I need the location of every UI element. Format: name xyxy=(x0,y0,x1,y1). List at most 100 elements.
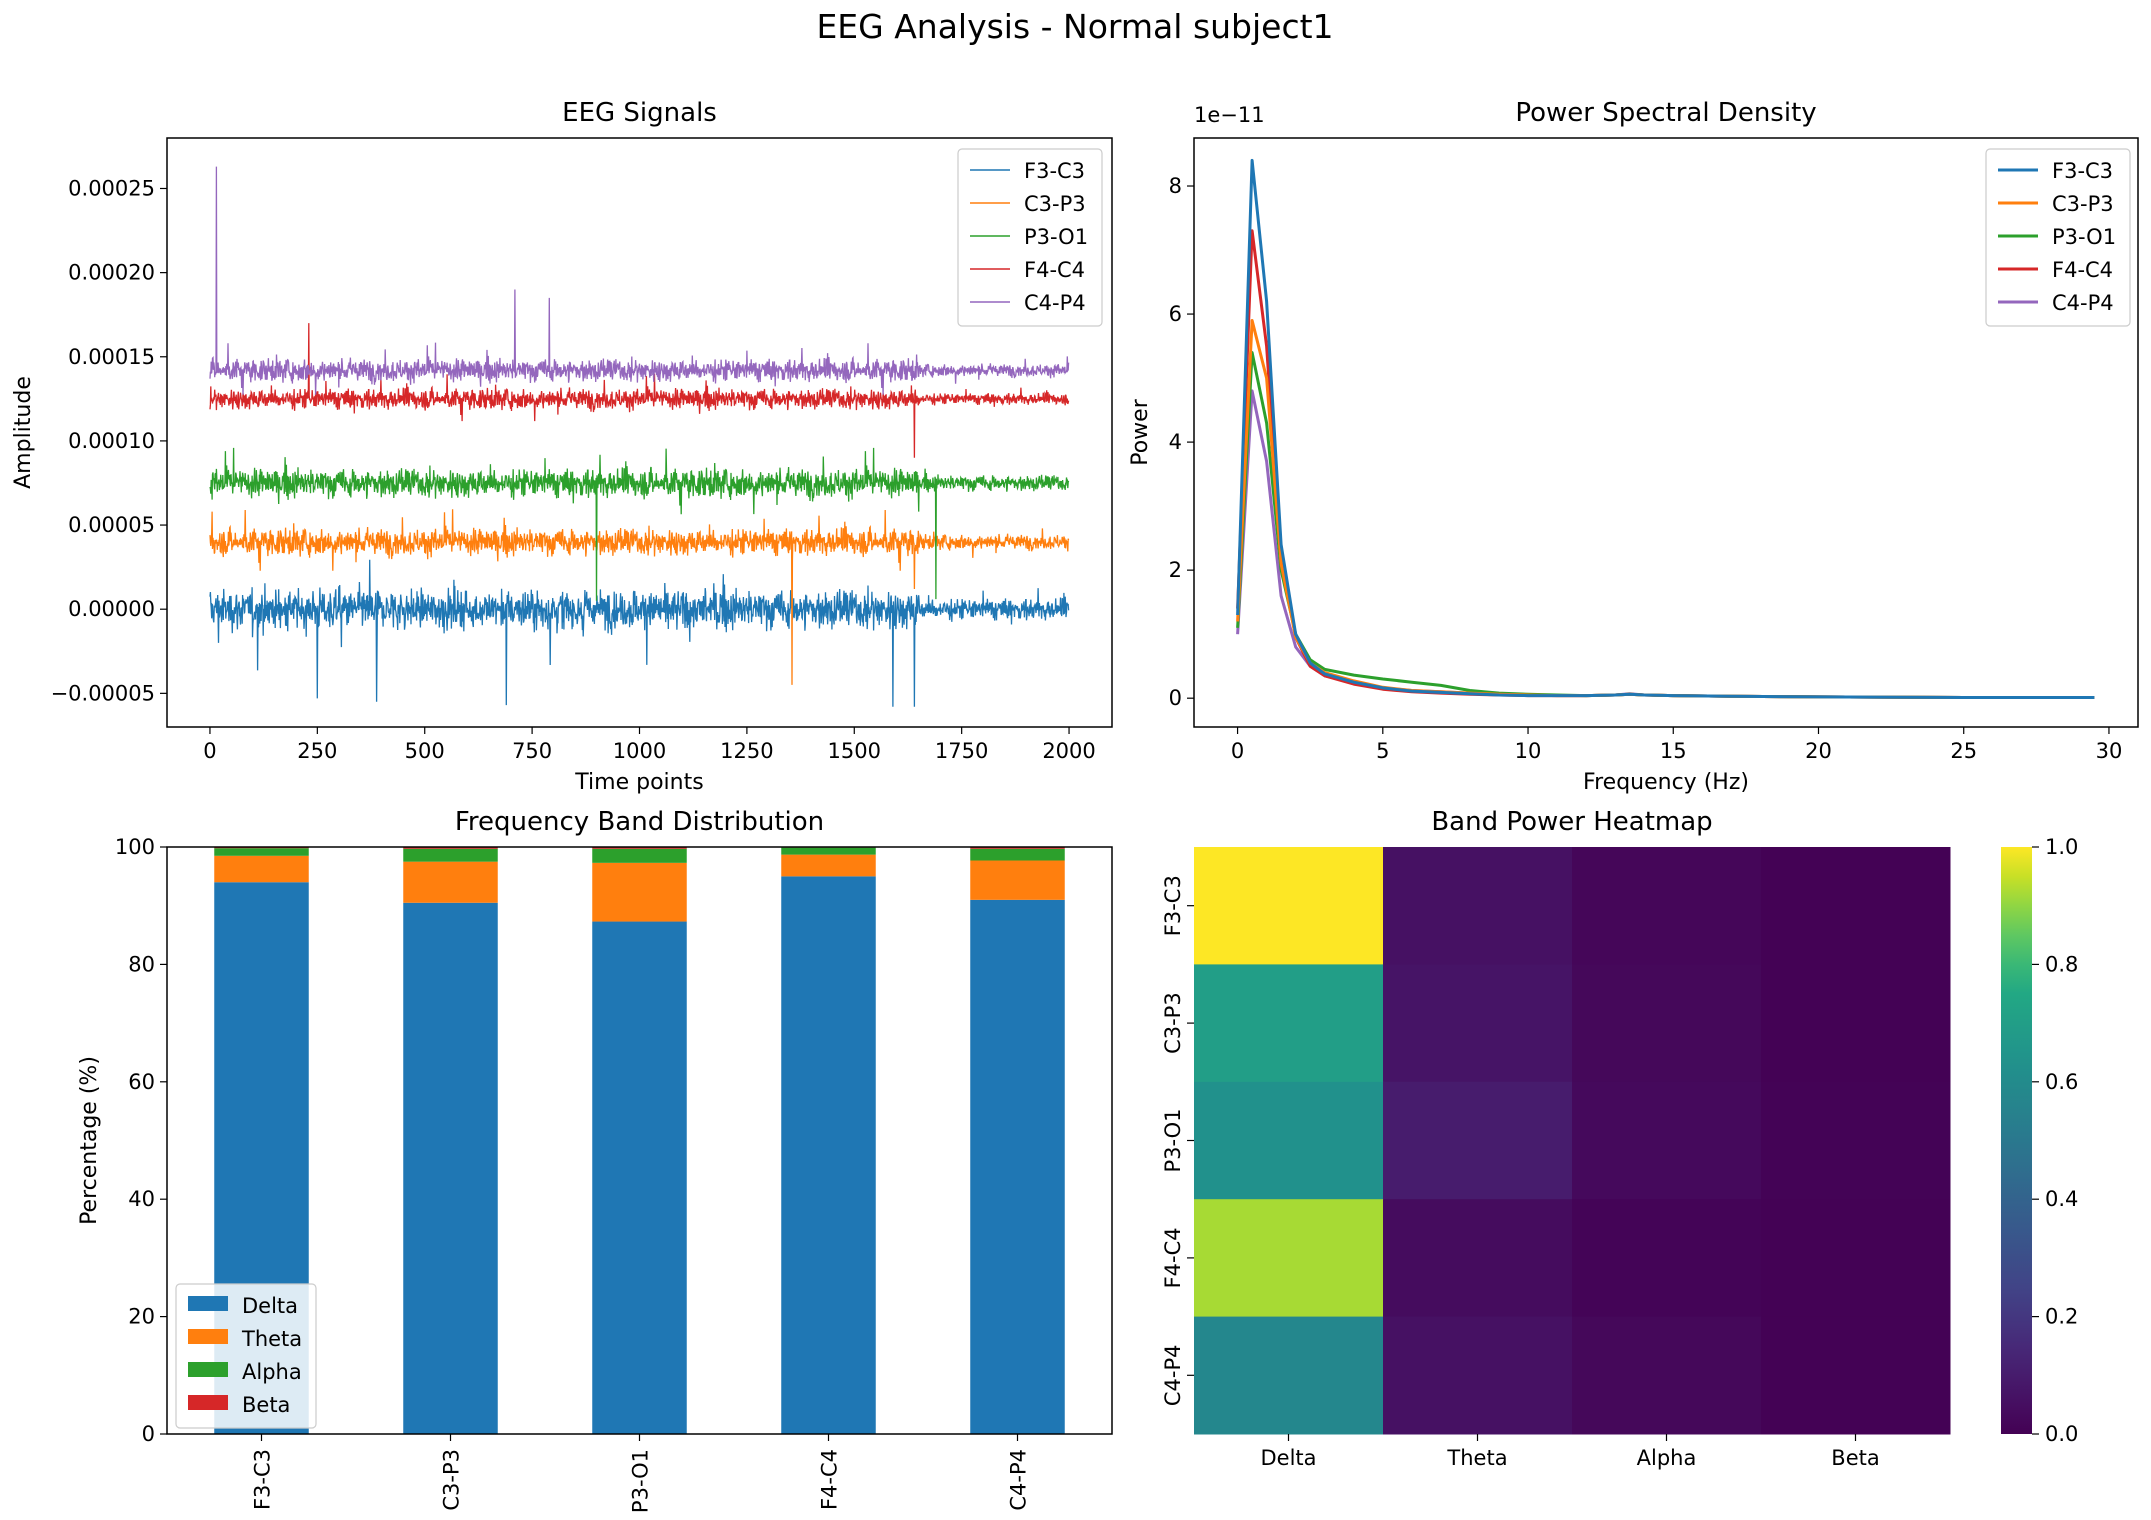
y-axis-label: Power xyxy=(1128,398,1153,465)
y-category-label: C3-P3 xyxy=(1161,992,1185,1054)
eeg-series-c4-p4 xyxy=(209,166,1070,395)
x-category-label: C3-P3 xyxy=(440,1449,464,1511)
legend-label: C3-P3 xyxy=(2052,192,2114,216)
colorbar-tick-label: 1.0 xyxy=(2045,835,2078,859)
heatmap-cell-c3-p3-delta xyxy=(1194,964,1384,1083)
colorbar-tick-label: 0.6 xyxy=(2045,1070,2078,1094)
x-tick-label: 0 xyxy=(1231,739,1244,763)
x-tick-label: 30 xyxy=(2096,739,2123,763)
y-tick-label: 60 xyxy=(128,1070,155,1094)
x-category-label: Theta xyxy=(1446,1446,1507,1470)
eeg-series-f4-c4 xyxy=(209,323,1070,458)
eeg-series-c3-p3 xyxy=(209,509,1070,685)
heatmap-cell-f3-c3-alpha xyxy=(1572,847,1762,965)
y-category-label: P3-O1 xyxy=(1161,1108,1185,1172)
heatmap-cell-c3-p3-alpha xyxy=(1572,964,1762,1083)
heatmap-cell-c3-p3-beta xyxy=(1761,964,1951,1083)
x-category-label: Delta xyxy=(1260,1446,1316,1470)
x-axis-label: Time points xyxy=(574,770,703,795)
legend-label: P3-O1 xyxy=(2052,225,2116,249)
band-distribution-panel: F3-C3 C3-P3 P3-O1 F4-C4 C4-P4 Frequency Band … xyxy=(77,807,1113,1513)
x-category-label: Alpha xyxy=(1637,1446,1697,1470)
x-tick-label: 15 xyxy=(1660,739,1687,763)
x-category-label: F4-C4 xyxy=(818,1449,842,1510)
panel-title: Band Power Heatmap xyxy=(1431,807,1712,837)
y-tick-label: 0.00015 xyxy=(68,345,155,369)
x-tick-label: 5 xyxy=(1376,739,1389,763)
heatmap-cell-f4-c4-beta xyxy=(1761,1199,1951,1318)
figure-title: EEG Analysis - Normal subject1 xyxy=(816,7,1333,46)
y-tick-label: 4 xyxy=(1169,430,1182,454)
x-tick-label: 10 xyxy=(1515,739,1542,763)
y-tick-label: 100 xyxy=(115,835,155,859)
bar-beta-p3-o1 xyxy=(592,847,687,849)
y-tick-label: 0.00000 xyxy=(68,597,155,621)
heatmap-cell-p3-o1-beta xyxy=(1761,1081,1951,1200)
legend-swatch xyxy=(188,1395,228,1410)
y-category-label: C4-P4 xyxy=(1161,1344,1185,1406)
psd-series-f4-c4 xyxy=(1236,229,2095,699)
x-tick-label: 0 xyxy=(203,739,216,763)
heatmap-cell-f3-c3-theta xyxy=(1383,847,1573,965)
legend-label: Beta xyxy=(242,1393,290,1417)
psd-series-c3-p3 xyxy=(1236,319,2095,699)
x-tick-label: 750 xyxy=(512,739,552,763)
heatmap-cell-f4-c4-delta xyxy=(1194,1199,1384,1318)
x-category-label: F3-C3 xyxy=(251,1449,275,1510)
panel-title: Power Spectral Density xyxy=(1515,98,1816,128)
axes-frame xyxy=(1193,137,2139,728)
bar-delta-f4-c4 xyxy=(781,876,876,1434)
heatmap-cell-c3-p3-theta xyxy=(1383,964,1573,1083)
x-tick-label: 25 xyxy=(1950,739,1977,763)
bar-beta-c4-p4 xyxy=(970,847,1065,849)
eeg-series-p3-o1 xyxy=(209,447,1070,601)
x-tick-label: 2000 xyxy=(1042,739,1095,763)
y-tick-label: 20 xyxy=(128,1305,155,1329)
bar-theta-p3-o1 xyxy=(592,862,687,922)
legend-swatch xyxy=(188,1362,228,1377)
heatmap-panel: Band Power Heatmap Delta Theta Alpha Beta F3-… xyxy=(1161,807,2078,1470)
bar-delta-c4-p4 xyxy=(970,899,1065,1434)
y-category-label: F3-C3 xyxy=(1161,875,1185,936)
heatmap-cell-f3-c3-delta xyxy=(1194,847,1384,965)
legend-box xyxy=(175,1283,317,1429)
bar-alpha-p3-o1 xyxy=(592,848,687,863)
x-tick-label: 1750 xyxy=(935,739,988,763)
bar-alpha-f4-c4 xyxy=(781,847,876,855)
bar-alpha-f3-c3 xyxy=(214,848,309,856)
heatmap-cell-p3-o1-delta xyxy=(1194,1081,1384,1200)
legend-label: C4-P4 xyxy=(2052,291,2114,315)
x-axis-label: Frequency (Hz) xyxy=(1583,770,1749,795)
heatmap-cell-p3-o1-theta xyxy=(1383,1081,1573,1200)
legend-label: F4-C4 xyxy=(1024,258,1085,282)
x-tick-label: 1250 xyxy=(720,739,773,763)
x-category-label: P3-O1 xyxy=(629,1449,653,1513)
bar-beta-c3-p3 xyxy=(403,847,498,849)
eeg-signals-panel: EEG Signals 0 250 500 750 1000 1250 1500 1750 200… xyxy=(11,98,1113,795)
heatmap-cell-f4-c4-theta xyxy=(1383,1199,1573,1318)
y-tick-label: 0.00010 xyxy=(68,429,155,453)
heatmap-cell-c4-p4-alpha xyxy=(1572,1316,1762,1435)
x-tick-label: 250 xyxy=(297,739,337,763)
bar-theta-c4-p4 xyxy=(970,860,1065,900)
legend-label: F3-C3 xyxy=(2052,159,2113,183)
axes-frame xyxy=(166,846,1113,1435)
legend-label: Delta xyxy=(242,1294,298,1318)
y-axis-label: Amplitude xyxy=(11,376,36,489)
x-category-label: C4-P4 xyxy=(1007,1449,1031,1511)
x-category-label: Beta xyxy=(1831,1446,1879,1470)
colorbar-tick-label: 0.0 xyxy=(2045,1422,2078,1446)
panel-title: Frequency Band Distribution xyxy=(455,807,824,837)
colorbar xyxy=(2001,847,2032,1434)
heatmap-cell-f4-c4-alpha xyxy=(1572,1199,1762,1318)
colorbar-tick-label: 0.4 xyxy=(2045,1187,2078,1211)
heatmap-cell-c4-p4-beta xyxy=(1761,1316,1951,1435)
heatmap-cell-p3-o1-alpha xyxy=(1572,1081,1762,1200)
legend-label: C3-P3 xyxy=(1024,192,1086,216)
colorbar-tick-label: 0.8 xyxy=(2045,952,2078,976)
legend-label: C4-P4 xyxy=(1024,291,1086,315)
y-tick-label: 2 xyxy=(1169,558,1182,582)
y-offset-text: 1e−11 xyxy=(1194,103,1265,127)
panel-title: EEG Signals xyxy=(562,98,717,128)
